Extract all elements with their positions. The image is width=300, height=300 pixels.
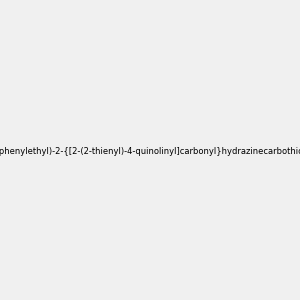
Text: N-(2-phenylethyl)-2-{[2-(2-thienyl)-4-quinolinyl]carbonyl}hydrazinecarbothioamid: N-(2-phenylethyl)-2-{[2-(2-thienyl)-4-qu… [0,147,300,156]
